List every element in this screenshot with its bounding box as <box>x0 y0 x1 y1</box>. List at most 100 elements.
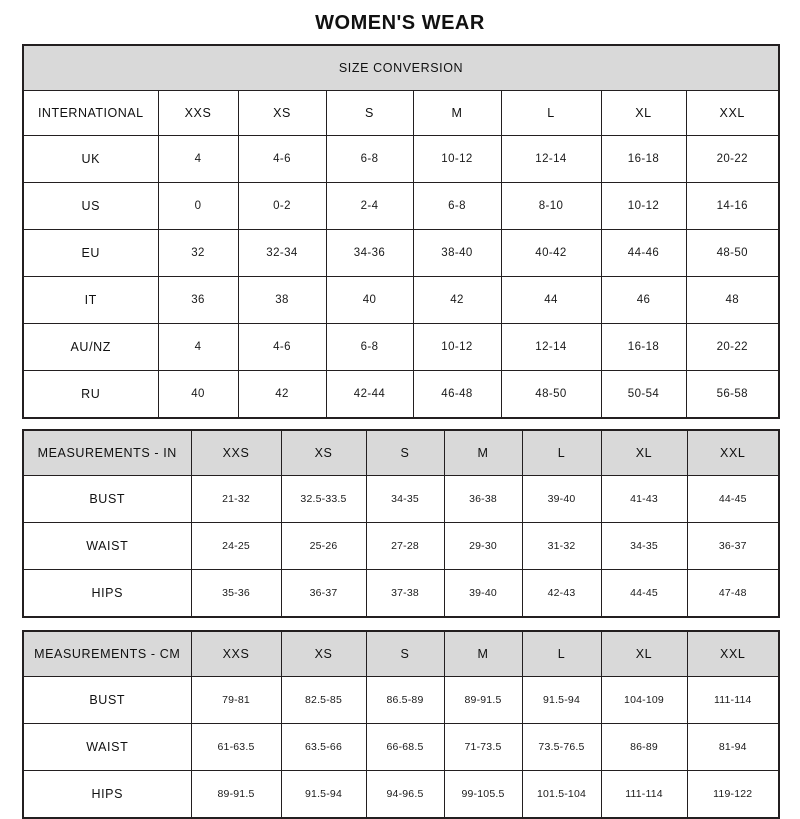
cell: 4 <box>157 135 239 183</box>
cell: 86.5-89 <box>365 676 445 724</box>
column-header-xxl: XXL <box>686 630 780 677</box>
row-label: WAIST <box>22 723 192 771</box>
column-header-m: M <box>443 429 523 476</box>
cell: 101.5-104 <box>521 770 602 819</box>
cell: 81-94 <box>686 723 780 771</box>
column-header-xxs: XXS <box>190 630 282 677</box>
cell: 21-32 <box>190 475 282 523</box>
cell: 20-22 <box>685 135 780 183</box>
cell: 82.5-85 <box>280 676 367 724</box>
column-header-xxl: XXL <box>686 429 780 476</box>
cell: 71-73.5 <box>443 723 523 771</box>
cell: 66-68.5 <box>365 723 445 771</box>
cell: 24-25 <box>190 522 282 570</box>
cell: 89-91.5 <box>190 770 282 819</box>
cell: 94-96.5 <box>365 770 445 819</box>
column-header-l: L <box>500 90 602 136</box>
cell: 46 <box>600 276 687 324</box>
cell: 32 <box>157 229 239 277</box>
cell: 104-109 <box>600 676 688 724</box>
cell: 79-81 <box>190 676 282 724</box>
table-row: UK 4 4-6 6-8 10-12 12-14 16-18 20-22 <box>22 135 780 183</box>
column-header-row: INTERNATIONAL XXS XS S M L XL XXL <box>22 90 780 136</box>
cell: 8-10 <box>500 182 602 230</box>
table-row: HIPS 35-36 36-37 37-38 39-40 42-43 44-45… <box>22 569 780 618</box>
cell: 4-6 <box>237 135 327 183</box>
cell: 47-48 <box>686 569 780 618</box>
row-label: IT <box>22 276 159 324</box>
cell: 44-46 <box>600 229 687 277</box>
column-header-xl: XL <box>600 429 688 476</box>
row-label: HIPS <box>22 569 192 618</box>
cell: 4 <box>157 323 239 371</box>
cell: 42-44 <box>325 370 414 419</box>
cell: 91.5-94 <box>280 770 367 819</box>
cell: 63.5-66 <box>280 723 367 771</box>
cell: 0 <box>157 182 239 230</box>
cell: 36-37 <box>280 569 367 618</box>
cell: 99-105.5 <box>443 770 523 819</box>
cell: 36 <box>157 276 239 324</box>
table-gap <box>22 419 778 429</box>
cell: 39-40 <box>521 475 602 523</box>
cell: 32.5-33.5 <box>280 475 367 523</box>
cell: 44-45 <box>600 569 688 618</box>
cell: 6-8 <box>412 182 502 230</box>
table-row: US 0 0-2 2-4 6-8 8-10 10-12 14-16 <box>22 182 780 230</box>
cell: 48-50 <box>500 370 602 419</box>
cell: 31-32 <box>521 522 602 570</box>
row-label: BUST <box>22 475 192 523</box>
column-header-l: L <box>521 429 602 476</box>
corner-label-measurements-cm: MEASUREMENTS - CM <box>22 630 192 677</box>
cell: 36-38 <box>443 475 523 523</box>
cell: 38 <box>237 276 327 324</box>
table-banner-row: SIZE CONVERSION <box>22 44 780 91</box>
table-row: HIPS 89-91.5 91.5-94 94-96.5 99-105.5 10… <box>22 770 780 819</box>
cell: 41-43 <box>600 475 688 523</box>
cell: 6-8 <box>325 323 414 371</box>
column-header-s: S <box>365 630 445 677</box>
cell: 14-16 <box>685 182 780 230</box>
row-label: UK <box>22 135 159 183</box>
corner-label-measurements-in: MEASUREMENTS - IN <box>22 429 192 476</box>
cell: 86-89 <box>600 723 688 771</box>
cell: 12-14 <box>500 323 602 371</box>
size-conversion-banner: SIZE CONVERSION <box>22 44 780 91</box>
column-header-l: L <box>521 630 602 677</box>
row-label: BUST <box>22 676 192 724</box>
row-label: US <box>22 182 159 230</box>
row-label: EU <box>22 229 159 277</box>
cell: 36-37 <box>686 522 780 570</box>
cell: 16-18 <box>600 135 687 183</box>
column-header-m: M <box>412 90 502 136</box>
measurements-in-table: MEASUREMENTS - IN XXS XS S M L XL XXL BU… <box>22 429 780 618</box>
cell: 40-42 <box>500 229 602 277</box>
cell: 48-50 <box>685 229 780 277</box>
cell: 40 <box>325 276 414 324</box>
cell: 89-91.5 <box>443 676 523 724</box>
cell: 25-26 <box>280 522 367 570</box>
cell: 56-58 <box>685 370 780 419</box>
column-header-m: M <box>443 630 523 677</box>
cell: 44-45 <box>686 475 780 523</box>
page-title: WOMEN'S WEAR <box>315 12 485 34</box>
cell: 42-43 <box>521 569 602 618</box>
table-row: EU 32 32-34 34-36 38-40 40-42 44-46 48-5… <box>22 229 780 277</box>
table-row: IT 36 38 40 42 44 46 48 <box>22 276 780 324</box>
cell: 44 <box>500 276 602 324</box>
column-header-xl: XL <box>600 630 688 677</box>
column-header-xxl: XXL <box>685 90 780 136</box>
cell: 12-14 <box>500 135 602 183</box>
cell: 38-40 <box>412 229 502 277</box>
cell: 73.5-76.5 <box>521 723 602 771</box>
column-header-xl: XL <box>600 90 687 136</box>
cell: 2-4 <box>325 182 414 230</box>
cell: 10-12 <box>412 323 502 371</box>
cell: 42 <box>412 276 502 324</box>
cell: 27-28 <box>365 522 445 570</box>
column-header-row: MEASUREMENTS - CM XXS XS S M L XL XXL <box>22 630 780 677</box>
cell: 39-40 <box>443 569 523 618</box>
table-row: RU 40 42 42-44 46-48 48-50 50-54 56-58 <box>22 370 780 419</box>
cell: 119-122 <box>686 770 780 819</box>
table-row: BUST 79-81 82.5-85 86.5-89 89-91.5 91.5-… <box>22 676 780 724</box>
